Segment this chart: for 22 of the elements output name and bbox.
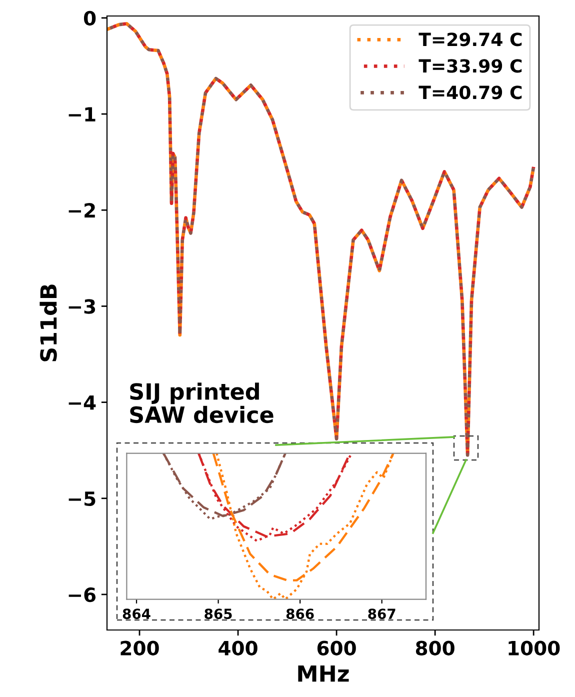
x-tick-label: 1000 [508,640,560,656]
x-tick-label: 866 [286,608,314,620]
y-axis-title: S11dB [40,284,57,362]
y-tick-label: −5 [68,492,96,506]
y-tick-label: −3 [68,299,96,314]
y-tick-label: 0 [84,10,96,26]
x-tick-label: 600 [317,640,356,656]
x-tick-label: 800 [416,640,454,656]
legend-label: T=29.74 C [418,32,522,46]
x-tick-label: 400 [218,640,258,656]
y-tick-label: −1 [68,107,96,122]
x-tick-label: 867 [368,608,396,620]
legend-label: T=40.79 C [418,86,522,100]
y-tick-label: −4 [68,395,96,410]
x-tick-label: 200 [120,640,159,656]
x-axis-title: MHz [298,665,349,682]
annotation: SIJ printed SAW device [130,382,274,424]
legend-label: T=33.99 C [418,59,522,73]
y-tick-label: −2 [68,203,95,218]
x-tick-label: 865 [204,608,232,620]
x-tick-label: 864 [122,608,150,620]
y-tick-label: −6 [68,587,96,602]
